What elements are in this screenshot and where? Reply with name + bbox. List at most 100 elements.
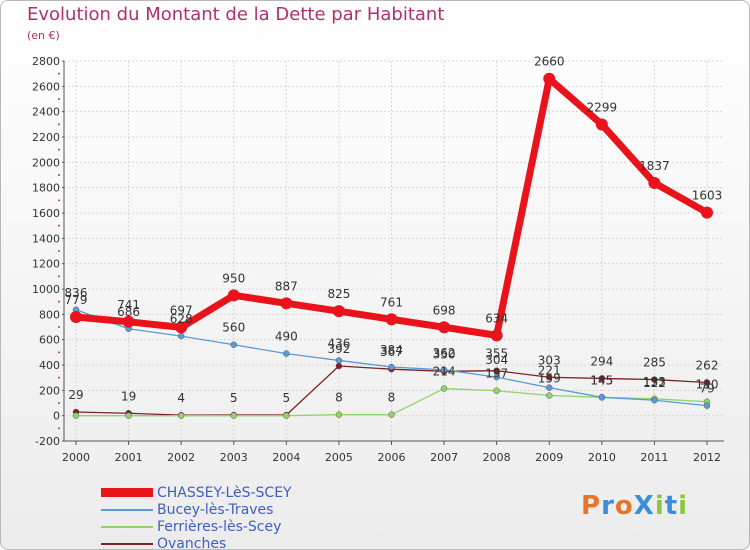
y-tick-label: 1800 xyxy=(32,182,60,195)
x-tick-label: 2000 xyxy=(62,451,90,464)
data-point xyxy=(543,72,556,85)
x-tick-label: 2004 xyxy=(272,451,300,464)
legend-item-ferrieres: Ferrières-lès-Scey xyxy=(101,518,292,535)
data-label: 159 xyxy=(538,372,561,386)
data-label: 490 xyxy=(275,330,298,344)
y-tick-label: 200 xyxy=(39,384,60,397)
x-tick-label: 2002 xyxy=(167,451,195,464)
data-label: 686 xyxy=(117,305,140,319)
legend-swatch xyxy=(101,508,153,511)
y-minor-tick xyxy=(58,174,60,176)
y-tick-label: 2200 xyxy=(32,131,60,144)
data-label: 698 xyxy=(433,303,456,317)
data-label: 560 xyxy=(222,321,245,335)
data-point xyxy=(703,379,711,386)
data-point xyxy=(703,402,711,409)
data-point xyxy=(546,384,553,391)
data-point xyxy=(651,397,658,404)
data-label: 628 xyxy=(170,312,193,326)
data-point xyxy=(493,367,500,374)
data-label: 887 xyxy=(275,279,298,293)
data-point xyxy=(230,341,237,348)
legend: CHASSEY-LèS-SCEY Bucey-lès-Traves Ferriè… xyxy=(101,484,292,549)
chart-title: Evolution du Montant de la Dette par Hab… xyxy=(27,4,445,25)
data-point xyxy=(125,412,132,419)
y-minor-tick xyxy=(58,250,60,252)
legend-item-ovanches: Ovanches xyxy=(101,535,292,549)
data-point xyxy=(175,321,188,334)
data-label: 436 xyxy=(327,336,350,350)
y-minor-tick xyxy=(58,376,60,379)
x-tick-label: 2012 xyxy=(693,451,721,464)
y-tick-label: 2800 xyxy=(32,55,60,68)
data-point xyxy=(385,313,398,326)
data-label: 741 xyxy=(117,298,140,312)
logo-letter: o xyxy=(614,491,634,521)
legend-label: Ferrières-lès-Scey xyxy=(157,518,282,535)
data-point xyxy=(177,332,185,340)
data-label: 79 xyxy=(699,382,714,396)
y-tick-label: 1600 xyxy=(32,207,60,220)
data-point xyxy=(122,315,135,328)
data-point xyxy=(388,411,395,418)
data-label: 362 xyxy=(433,346,456,360)
data-label: 5 xyxy=(230,391,238,405)
data-label: 392 xyxy=(327,342,350,356)
data-label: 133 xyxy=(643,375,666,389)
x-tick-label: 2006 xyxy=(378,451,406,464)
y-minor-tick xyxy=(58,427,60,430)
y-tick-label: 2000 xyxy=(32,156,60,169)
data-label: 1603 xyxy=(692,189,723,203)
y-tick-label: 800 xyxy=(39,308,60,321)
data-point xyxy=(490,329,503,342)
data-label: 294 xyxy=(590,354,613,368)
y-tick-label: 1000 xyxy=(32,283,60,296)
legend-swatch xyxy=(101,525,153,528)
y-minor-tick xyxy=(58,326,60,328)
y-minor-tick xyxy=(58,300,60,303)
data-label: 197 xyxy=(485,367,508,381)
data-point xyxy=(335,362,343,370)
logo-letter: t xyxy=(664,491,679,521)
data-point xyxy=(595,118,608,131)
x-tick-label: 2008 xyxy=(483,451,511,464)
data-label: 836 xyxy=(65,286,88,300)
x-tick-label: 2007 xyxy=(430,451,458,464)
data-label: 110 xyxy=(696,378,719,392)
data-point xyxy=(598,394,606,401)
data-label: 5 xyxy=(283,391,291,405)
y-minor-tick xyxy=(58,148,60,151)
data-label: 367 xyxy=(380,345,403,359)
y-minor-tick xyxy=(58,98,60,100)
data-point xyxy=(332,305,345,318)
y-minor-tick xyxy=(58,123,60,126)
logo-letter: i xyxy=(654,491,665,521)
data-point xyxy=(283,350,290,357)
data-label: 2660 xyxy=(534,55,565,69)
logo-letter: r xyxy=(601,491,615,521)
data-label: 697 xyxy=(170,303,193,317)
legend-label: Bucey-lès-Traves xyxy=(157,501,274,518)
data-point xyxy=(651,376,658,383)
data-label: 761 xyxy=(380,295,403,309)
y-tick-label: 1400 xyxy=(32,232,60,245)
data-point xyxy=(280,297,293,310)
y-tick-label: 400 xyxy=(39,359,60,372)
data-label: 8 xyxy=(335,391,343,405)
data-point xyxy=(388,363,395,371)
data-label: 29 xyxy=(68,388,83,402)
y-tick-label: -200 xyxy=(35,435,60,448)
data-point xyxy=(283,412,290,419)
data-point xyxy=(438,321,451,334)
y-tick-label: 1200 xyxy=(32,258,60,271)
data-point xyxy=(70,310,82,323)
data-point xyxy=(72,412,80,419)
data-point xyxy=(335,411,343,418)
data-point xyxy=(546,392,553,399)
data-point xyxy=(648,176,661,189)
data-label: 303 xyxy=(538,353,561,367)
data-label: 304 xyxy=(485,353,508,367)
x-tick-label: 2010 xyxy=(588,451,616,464)
y-minor-tick xyxy=(58,224,60,227)
